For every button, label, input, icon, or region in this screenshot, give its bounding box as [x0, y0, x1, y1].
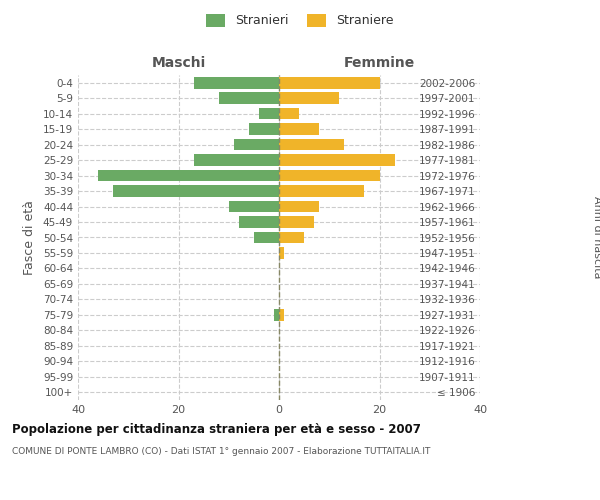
- Bar: [279, 186, 364, 197]
- Bar: [279, 124, 319, 135]
- Bar: [279, 77, 380, 88]
- Bar: [98, 170, 279, 181]
- Text: Femmine: Femmine: [344, 56, 415, 70]
- Bar: [279, 92, 340, 104]
- Bar: [274, 309, 279, 320]
- Text: Popolazione per cittadinanza straniera per età e sesso - 2007: Popolazione per cittadinanza straniera p…: [12, 422, 421, 436]
- Bar: [279, 309, 284, 320]
- Bar: [229, 200, 279, 212]
- Bar: [259, 108, 279, 120]
- Text: COMUNE DI PONTE LAMBRO (CO) - Dati ISTAT 1° gennaio 2007 - Elaborazione TUTTAITA: COMUNE DI PONTE LAMBRO (CO) - Dati ISTAT…: [12, 448, 430, 456]
- Bar: [194, 77, 279, 88]
- Bar: [239, 216, 279, 228]
- Bar: [234, 139, 279, 150]
- Bar: [279, 200, 319, 212]
- Y-axis label: Fasce di età: Fasce di età: [23, 200, 36, 275]
- Bar: [279, 170, 380, 181]
- Text: Anni di nascita: Anni di nascita: [592, 196, 600, 279]
- Bar: [279, 216, 314, 228]
- Bar: [279, 108, 299, 120]
- Bar: [279, 247, 284, 259]
- Text: Maschi: Maschi: [151, 56, 206, 70]
- Bar: [279, 139, 344, 150]
- Legend: Stranieri, Straniere: Stranieri, Straniere: [202, 8, 398, 32]
- Bar: [194, 154, 279, 166]
- Bar: [249, 124, 279, 135]
- Bar: [279, 154, 395, 166]
- Bar: [254, 232, 279, 243]
- Bar: [279, 232, 304, 243]
- Bar: [113, 186, 279, 197]
- Bar: [218, 92, 279, 104]
